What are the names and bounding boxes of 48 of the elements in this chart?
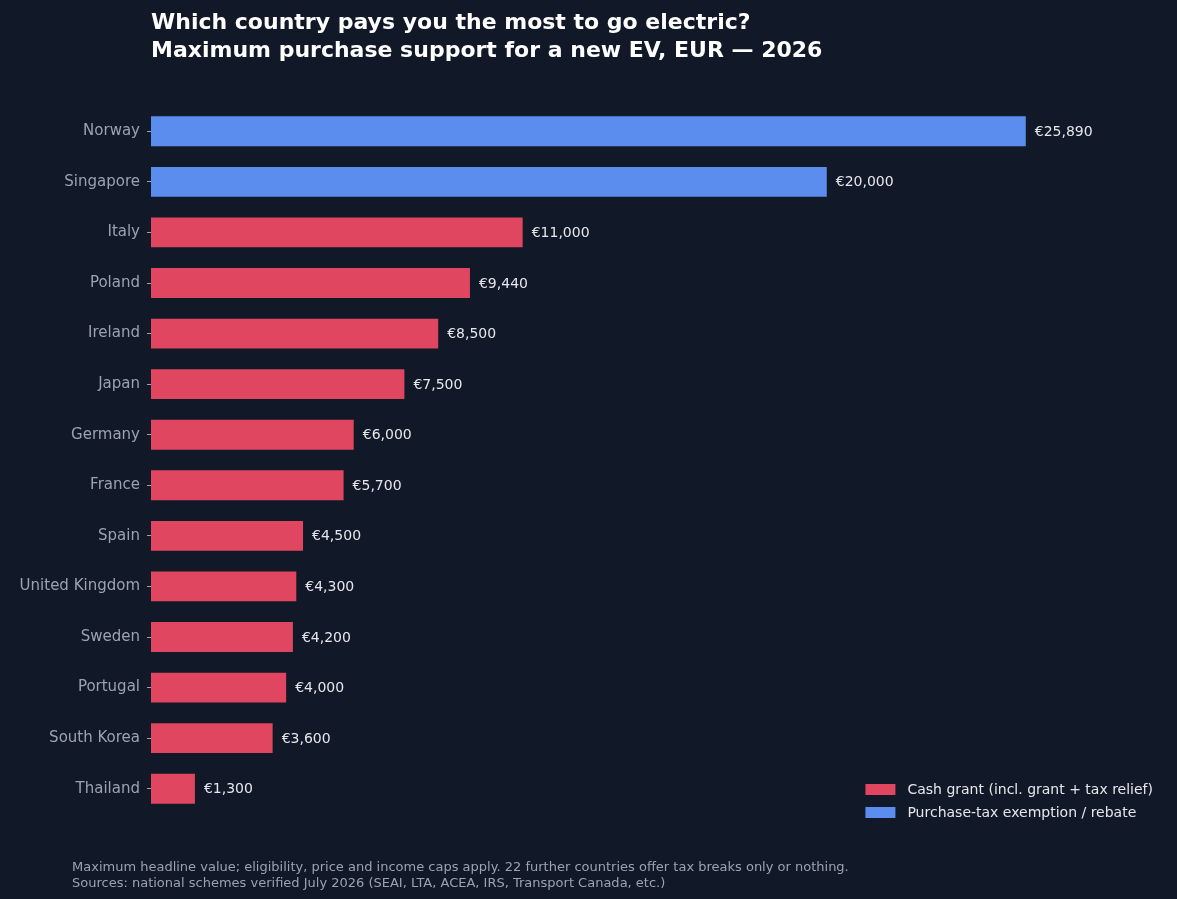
- y-tick-label: Portugal: [77, 677, 140, 696]
- bar: [151, 166, 827, 197]
- data-label: €6,000: [362, 426, 412, 443]
- y-tick-label: Thailand: [74, 778, 140, 797]
- bar: [151, 369, 405, 400]
- y-tick-label: France: [90, 475, 140, 494]
- data-label: €9,440: [478, 274, 528, 291]
- y-tick-label: Germany: [71, 424, 141, 443]
- bar: [151, 773, 195, 804]
- data-label: €1,300: [203, 780, 253, 797]
- bar: [151, 419, 354, 450]
- source-note: Sources: national schemes verified July 2026 (SEAI, LTA, ACEA, IRS, Transport Canada, etc.): [72, 874, 667, 890]
- y-tick-label: Sweden: [80, 626, 140, 645]
- y-tick-label: Ireland: [88, 323, 140, 342]
- chart-title: Which country pays you the most to go electric?: [151, 8, 751, 36]
- data-label: €8,500: [447, 325, 497, 342]
- bar: [151, 217, 523, 248]
- y-tick-label: Poland: [89, 272, 140, 291]
- bar: [151, 470, 344, 501]
- y-tick-label: South Korea: [49, 728, 140, 747]
- bar: [151, 622, 293, 652]
- data-label: €20,000: [835, 173, 894, 190]
- bar: [151, 268, 470, 298]
- bar: [151, 318, 439, 349]
- data-label: €25,890: [1034, 122, 1093, 139]
- chart-subtitle: Maximum purchase support for a new EV, EUR — 2026: [151, 36, 823, 64]
- data-label: €4,000: [295, 679, 345, 696]
- bar: [151, 520, 304, 551]
- bar: [151, 723, 273, 754]
- data-label: €4,300: [305, 578, 355, 595]
- y-tick-label: Japan: [97, 374, 140, 393]
- bar: [151, 116, 1026, 147]
- text: Maximum headline value; eligibility, price and income caps apply. 22 further countries offer tax breaks only or nothing.: [72, 859, 849, 875]
- data-label: €4,500: [312, 527, 362, 544]
- legend-label: Purchase-tax exemption / rebate: [907, 804, 1137, 821]
- legend-label: Cash grant (incl. grant + tax relief): [907, 781, 1154, 798]
- data-label: €5,700: [352, 476, 402, 493]
- data-label: €3,600: [281, 729, 331, 746]
- y-tick-label: United Kingdom: [19, 576, 140, 595]
- y-tick-label: Singapore: [64, 171, 140, 190]
- y-tick-label: Norway: [83, 121, 141, 140]
- bar: [151, 571, 297, 602]
- bar: [151, 672, 287, 703]
- data-label: €11,000: [531, 224, 590, 241]
- y-tick-label: Spain: [98, 525, 140, 544]
- data-label: €4,200: [301, 628, 351, 645]
- y-tick-label: Italy: [107, 222, 141, 241]
- data-label: €7,500: [413, 375, 463, 392]
